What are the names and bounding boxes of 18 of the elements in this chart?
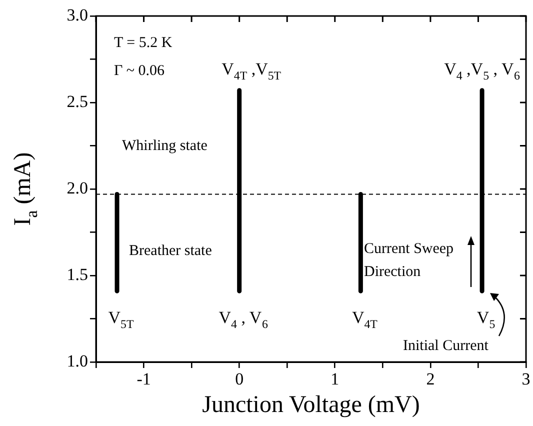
annotation: Breather state: [129, 243, 212, 259]
y-tick-label: 3.0: [66, 5, 88, 24]
annotation: Current Sweep Direction: [364, 241, 454, 280]
x-tick-label: -1: [136, 370, 151, 389]
x-tick-label: 3: [522, 370, 530, 389]
x-axis-title: Junction Voltage (mV): [202, 392, 420, 418]
y-tick-label: 1.5: [66, 264, 88, 284]
annotation: Whirling state: [122, 138, 208, 154]
annotation: Initial Current: [403, 338, 490, 354]
x-tick-label: 2: [426, 370, 435, 389]
y-axis-title: Ia (mA): [10, 152, 42, 226]
annotation: T = 5.2 K: [114, 35, 172, 51]
y-tick-label: 2.0: [66, 178, 88, 198]
x-tick-label: 1: [330, 370, 340, 389]
annotation: Γ ~ 0.06: [114, 63, 166, 79]
y-tick-label: 2.5: [66, 92, 88, 111]
y-tick-label: 1.0: [66, 351, 88, 370]
x-tick-label: 0: [235, 370, 244, 389]
